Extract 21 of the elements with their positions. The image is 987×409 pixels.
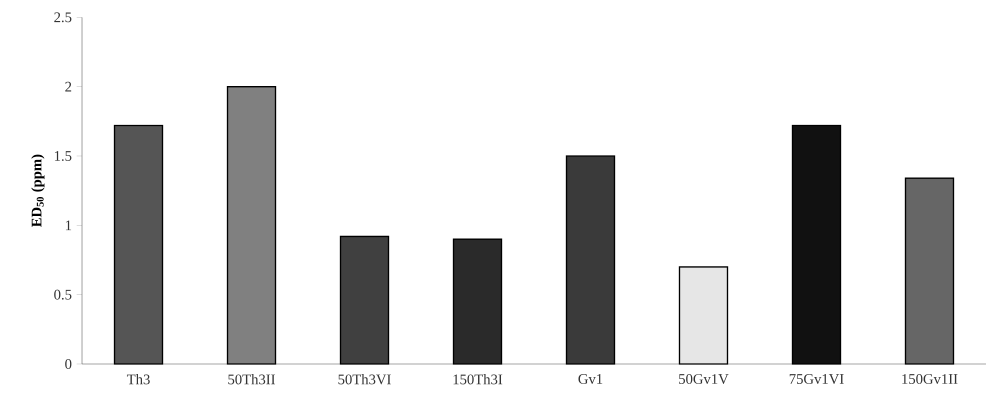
y-tick-label: 1.5 <box>54 151 72 161</box>
y-tick-label: 0.5 <box>54 290 72 300</box>
y-tick-label: 2 <box>65 82 72 92</box>
x-tick-label: 50Th3II <box>228 374 276 384</box>
y-tick-label: 0 <box>65 359 72 369</box>
x-tick-label: 50Gv1V <box>679 374 729 384</box>
x-tick-label: Gv1 <box>578 374 602 384</box>
bar <box>566 155 616 365</box>
y-axis-title: ED$_{50}$ (ppm) <box>31 154 44 228</box>
bar <box>452 238 502 365</box>
bar <box>792 124 842 365</box>
bar <box>226 86 276 365</box>
y-tick-label: 1 <box>66 220 72 230</box>
bar <box>904 178 954 365</box>
x-tick-label: 150Th3I <box>454 374 502 384</box>
bar <box>678 266 728 365</box>
x-tick-label: 50Th3VI <box>338 374 391 384</box>
x-tick-label: Th3 <box>126 374 150 384</box>
y-tick-label: 2.5 <box>54 12 72 22</box>
x-tick-label: 75Gv1VI <box>790 374 844 384</box>
x-tick-label: 150Gv1II <box>902 374 958 384</box>
